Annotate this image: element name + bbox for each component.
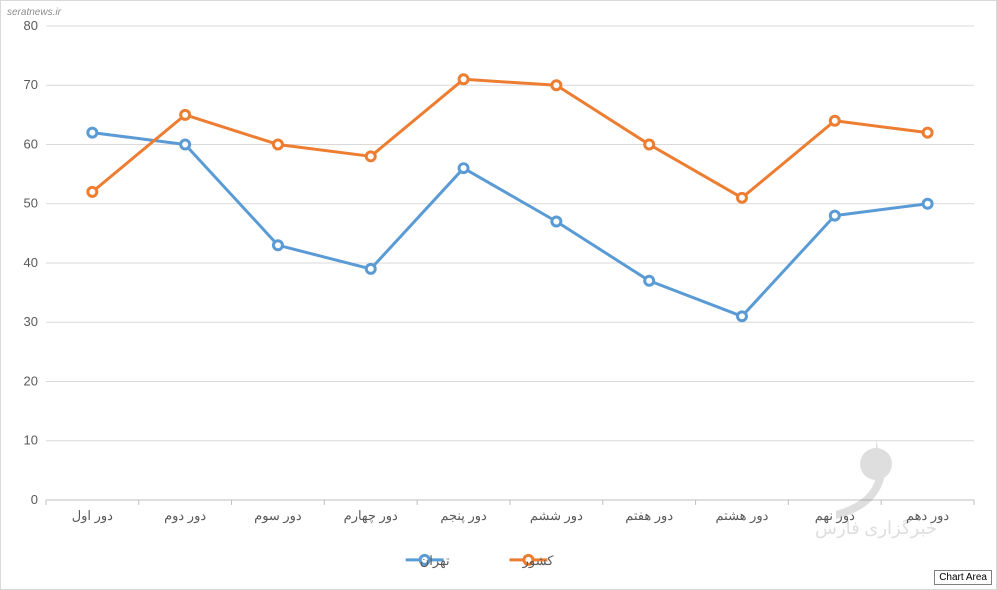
chart-container: seratnews.ir 01020304050607080دور اولدور…	[0, 0, 997, 590]
y-tick-label: 80	[24, 18, 38, 33]
x-tick-label: دور سوم	[254, 508, 302, 524]
x-tick-label: دور اول	[72, 508, 113, 524]
series-marker	[737, 312, 746, 321]
legend-label: کشور	[522, 553, 555, 569]
series-marker	[645, 276, 654, 285]
series-marker	[273, 241, 282, 250]
series-marker	[923, 128, 932, 137]
series-marker	[181, 140, 190, 149]
series-line-0	[92, 133, 927, 317]
chart-area-label: Chart Area	[934, 570, 992, 585]
y-tick-label: 60	[24, 136, 38, 151]
x-tick-label: دور پنجم	[440, 508, 487, 524]
series-marker	[923, 199, 932, 208]
y-tick-label: 70	[24, 77, 38, 92]
x-tick-label: دور هفتم	[625, 508, 673, 524]
series-marker	[366, 152, 375, 161]
series-marker	[830, 116, 839, 125]
y-tick-label: 10	[24, 433, 38, 448]
y-tick-label: 0	[31, 492, 38, 507]
series-marker	[552, 81, 561, 90]
x-tick-label: دور نهم	[815, 508, 855, 524]
x-tick-label: دور ششم	[530, 508, 583, 524]
series-marker	[459, 75, 468, 84]
series-marker	[552, 217, 561, 226]
y-tick-label: 30	[24, 314, 38, 329]
series-marker	[88, 187, 97, 196]
y-tick-label: 40	[24, 255, 38, 270]
x-tick-label: دور دهم	[906, 508, 949, 524]
series-marker	[737, 193, 746, 202]
x-tick-label: دور چهارم	[344, 508, 398, 524]
plot-wrap: 0 10 20 30 40 50 60 70 80 دور اول دور دوم دور سوم دو…	[11, 11, 986, 579]
legend-label: تهران	[420, 553, 450, 569]
y-tick-label: 20	[24, 373, 38, 388]
series-marker	[366, 264, 375, 273]
y-tick-label: 50	[24, 196, 38, 211]
series-marker	[88, 128, 97, 137]
series-marker	[181, 110, 190, 119]
series-marker	[830, 211, 839, 220]
x-tick-label: دور دوم	[164, 508, 206, 524]
x-tick-label: دور هشتم	[716, 508, 769, 524]
series-marker	[459, 164, 468, 173]
line-chart: 0 10 20 30 40 50 60 70 80 دور اول دور دوم دور سوم دو…	[11, 11, 986, 580]
series-marker	[645, 140, 654, 149]
series-marker	[273, 140, 282, 149]
